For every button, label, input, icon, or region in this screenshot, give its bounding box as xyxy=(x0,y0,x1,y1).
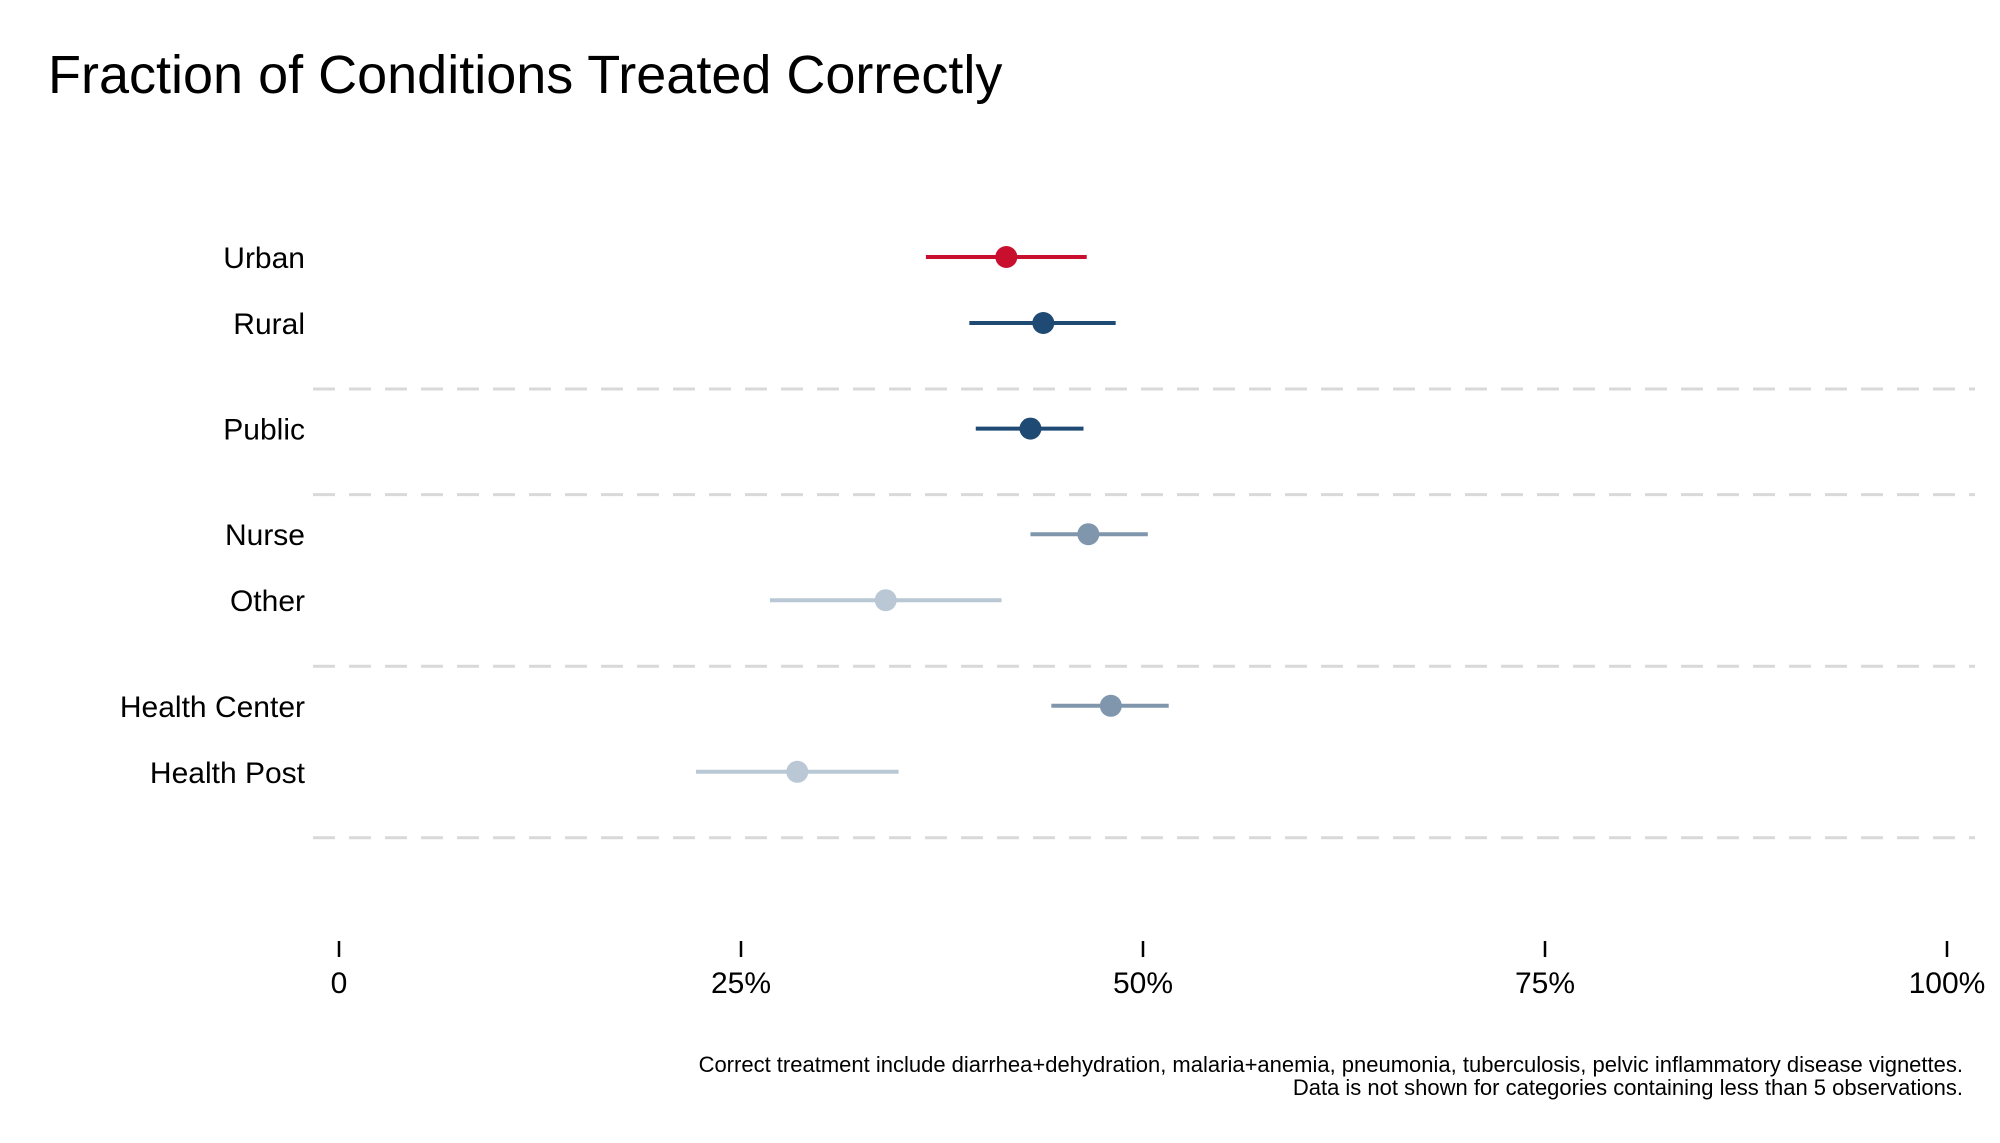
category-label-rural: Rural xyxy=(233,308,305,341)
x-tick-label: 100% xyxy=(1909,967,1986,1000)
point-estimate-other xyxy=(874,589,897,612)
category-label-health-center: Health Center xyxy=(120,691,305,724)
x-axis: 0 25% 50% 75% 100% xyxy=(331,941,1986,1000)
point-estimate-nurse xyxy=(1077,523,1100,546)
category-label-other: Other xyxy=(230,585,305,618)
category-rows: Urban Rural Public Nurse Other Health Center H… xyxy=(120,242,1169,790)
footnote-1: Correct treatment include diarrhea+dehyd… xyxy=(699,1052,1963,1077)
x-tick-label: 0 xyxy=(331,967,348,1000)
x-tick-label: 75% xyxy=(1515,967,1575,1000)
category-label-nurse: Nurse xyxy=(225,519,305,552)
category-label-urban: Urban xyxy=(223,242,305,275)
point-estimate-health-post xyxy=(786,760,809,783)
footnote-2: Data is not shown for categories contain… xyxy=(1293,1075,1963,1100)
x-tick-label: 25% xyxy=(711,967,771,1000)
group-separators xyxy=(313,387,1975,840)
x-tick-label: 50% xyxy=(1113,967,1173,1000)
chart-title: Fraction of Conditions Treated Correctly xyxy=(48,45,1002,105)
point-estimate-rural xyxy=(1032,312,1055,334)
point-estimate-public xyxy=(1019,417,1042,440)
category-label-public: Public xyxy=(223,414,305,447)
point-estimate-urban xyxy=(995,246,1018,268)
point-estimate-health-center xyxy=(1099,694,1122,717)
category-label-health-post: Health Post xyxy=(150,757,306,790)
